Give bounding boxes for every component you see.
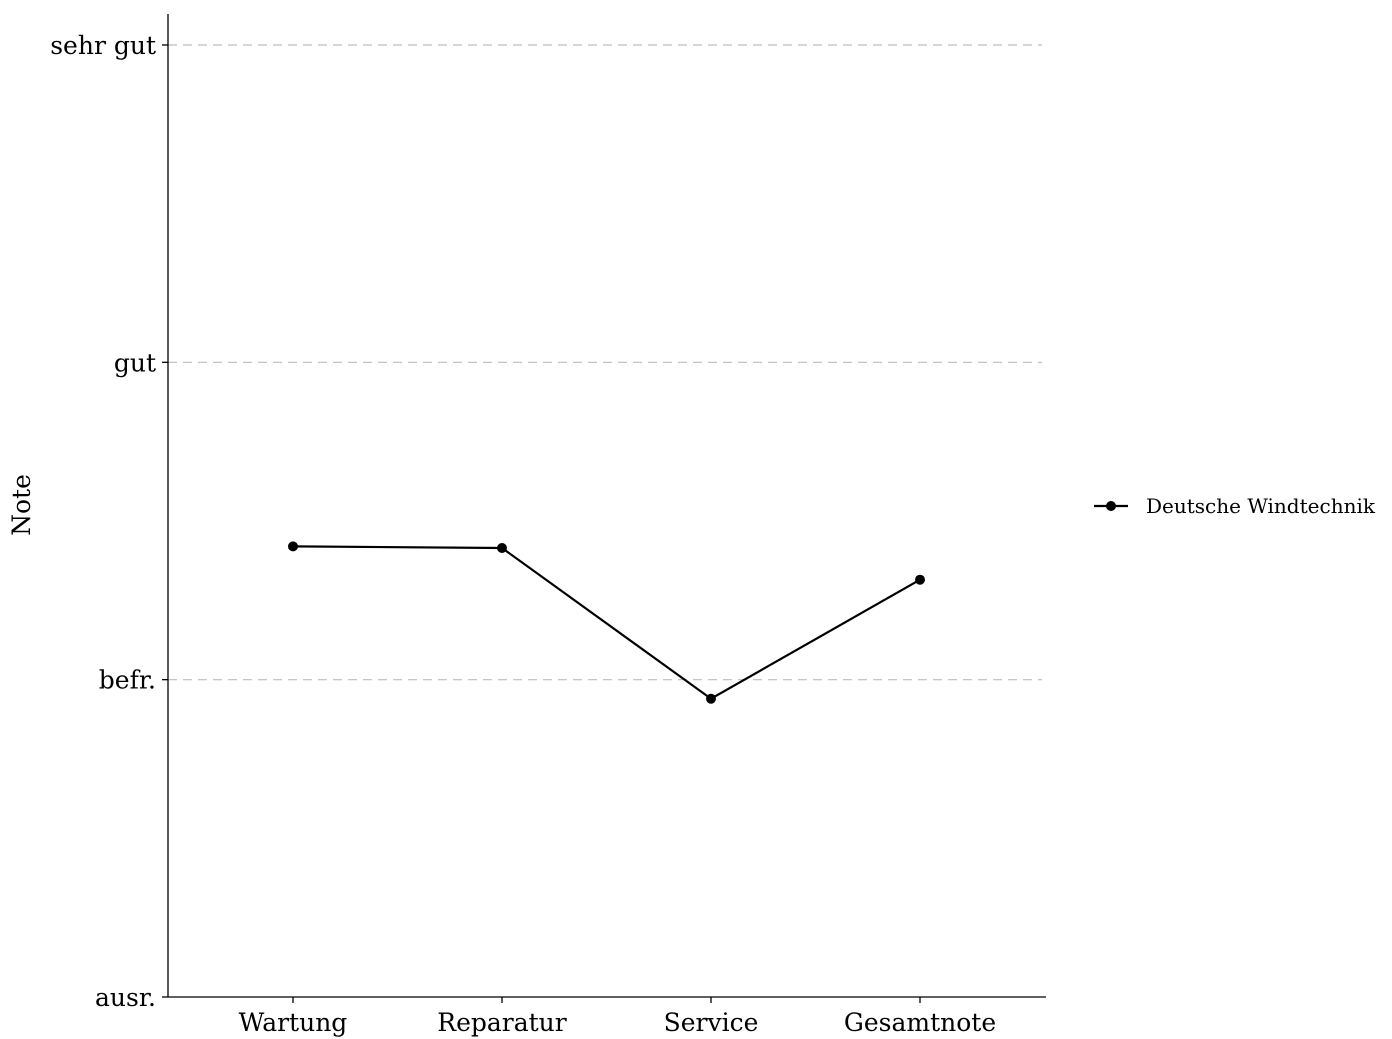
y-tick-label: gut: [114, 348, 156, 377]
legend-point-swatch: [1106, 501, 1116, 511]
x-tick-label: Wartung: [239, 1008, 348, 1037]
series-layer: [288, 541, 925, 704]
series-line: [292, 545, 921, 701]
x-ticks: Wartung Reparatur Service Gesamtnote: [239, 997, 996, 1037]
y-tick-label: befr.: [99, 666, 156, 695]
legend: Deutsche Windtechnik: [1094, 494, 1376, 518]
y-axis-label: Note: [7, 474, 36, 536]
data-point: [706, 693, 716, 704]
x-tick-label: Gesamtnote: [844, 1008, 996, 1037]
data-point: [288, 541, 298, 552]
legend-label: Deutsche Windtechnik: [1146, 494, 1376, 518]
x-tick-label: Reparatur: [437, 1008, 567, 1037]
y-tick-label: sehr gut: [50, 31, 156, 60]
data-point: [915, 574, 925, 585]
x-tick-label: Service: [664, 1008, 759, 1037]
y-tick-label: ausr.: [95, 983, 156, 1012]
grid-lines: [168, 44, 1042, 681]
axes: [167, 14, 1046, 998]
y-ticks: sehr gut gut befr. ausr.: [50, 31, 168, 1012]
data-point: [497, 542, 507, 553]
